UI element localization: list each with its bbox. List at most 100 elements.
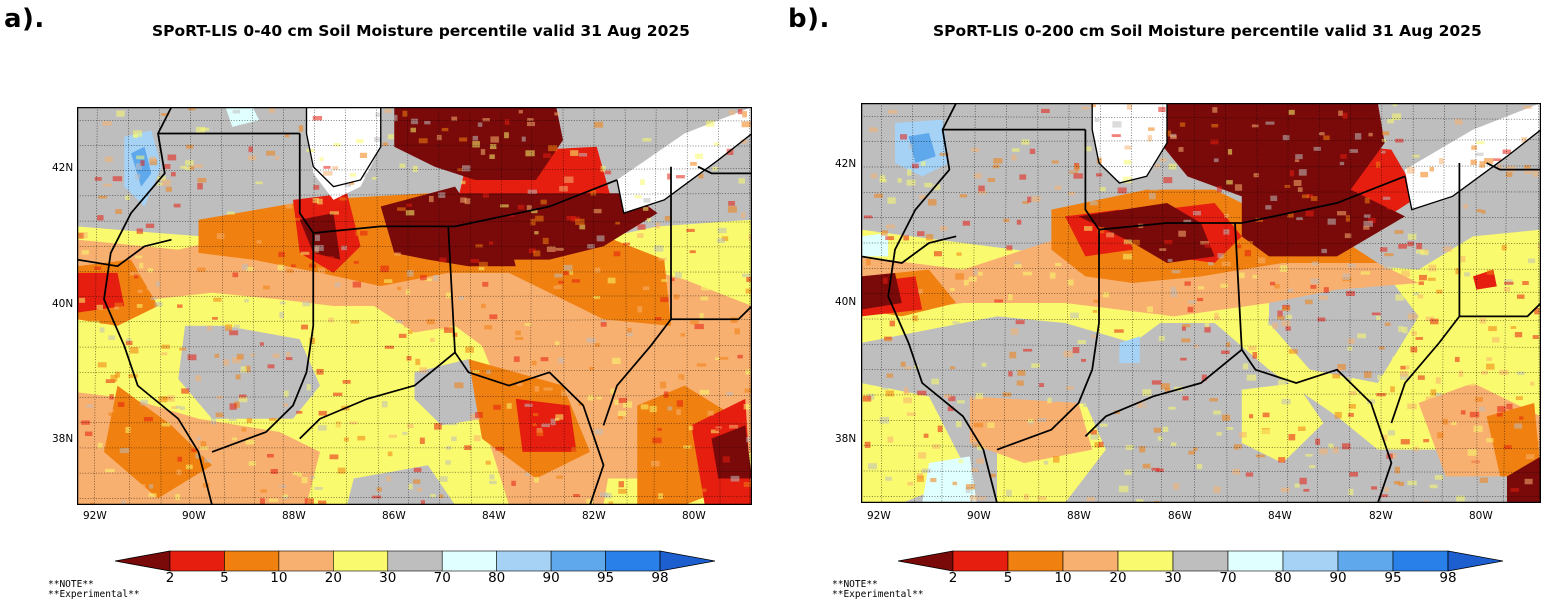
field-speckle bbox=[424, 121, 431, 125]
field-speckle bbox=[654, 245, 664, 252]
field-speckle bbox=[1516, 387, 1525, 392]
field-speckle bbox=[378, 451, 385, 456]
lon-label: 92W bbox=[83, 510, 107, 522]
field-speckle bbox=[532, 423, 537, 427]
field-speckle bbox=[1298, 169, 1307, 176]
field-speckle bbox=[667, 173, 672, 180]
field-speckle bbox=[993, 308, 1001, 315]
field-speckle bbox=[125, 338, 132, 342]
lake-michigan-outline bbox=[1091, 103, 1168, 184]
field-speckle bbox=[413, 467, 422, 473]
field-speckle bbox=[278, 496, 285, 500]
field-speckle bbox=[1345, 215, 1350, 222]
field-speckle bbox=[1204, 243, 1214, 248]
field-speckle bbox=[274, 485, 283, 489]
field-speckle bbox=[97, 362, 107, 368]
field-speckle bbox=[1061, 147, 1068, 152]
field-speckle bbox=[590, 190, 597, 196]
field-speckle bbox=[1295, 154, 1303, 160]
field-speckle bbox=[103, 183, 112, 187]
field-speckle bbox=[1067, 191, 1076, 196]
field-speckle bbox=[105, 468, 115, 473]
field-speckle bbox=[1106, 232, 1115, 238]
field-speckle bbox=[105, 379, 116, 384]
field-speckle bbox=[333, 392, 343, 396]
field-speckle bbox=[886, 373, 894, 378]
field-speckle bbox=[1456, 495, 1465, 502]
county-line bbox=[1037, 103, 1040, 503]
field-speckle bbox=[614, 399, 619, 405]
colorbar-swatch bbox=[1062, 550, 1119, 572]
field-speckle bbox=[1377, 374, 1385, 380]
field-speckle bbox=[349, 173, 357, 177]
field-speckle bbox=[1006, 489, 1012, 497]
field-speckle bbox=[930, 477, 937, 483]
field-speckle bbox=[149, 159, 158, 166]
field-speckle bbox=[1490, 197, 1500, 202]
field-speckle bbox=[717, 238, 726, 244]
field-speckle bbox=[977, 445, 985, 451]
field-speckle bbox=[1282, 135, 1290, 141]
moisture-region bbox=[1160, 103, 1385, 203]
field-speckle bbox=[987, 178, 996, 183]
field-speckle bbox=[1016, 219, 1022, 225]
field-speckle bbox=[1197, 297, 1204, 302]
field-speckle bbox=[714, 200, 724, 204]
colorbar-low-arrow bbox=[898, 550, 954, 572]
field-speckle bbox=[1252, 274, 1258, 279]
field-speckle bbox=[386, 476, 391, 482]
field-speckle bbox=[229, 330, 239, 336]
field-speckle bbox=[277, 264, 285, 271]
field-speckle bbox=[943, 394, 951, 398]
field-speckle bbox=[1416, 473, 1422, 480]
field-speckle bbox=[932, 444, 941, 449]
field-speckle bbox=[329, 211, 339, 215]
field-speckle bbox=[1170, 286, 1176, 292]
field-speckle bbox=[603, 191, 609, 195]
field-speckle bbox=[149, 156, 157, 162]
field-speckle bbox=[881, 385, 889, 390]
state-border bbox=[996, 229, 1100, 451]
field-speckle bbox=[1425, 396, 1435, 401]
field-speckle bbox=[1371, 486, 1378, 490]
field-speckle bbox=[1009, 351, 1017, 359]
field-speckle bbox=[1043, 460, 1049, 465]
field-speckle bbox=[405, 289, 410, 295]
field-speckle bbox=[1407, 241, 1414, 247]
field-speckle bbox=[579, 224, 586, 230]
field-speckle bbox=[1486, 269, 1494, 275]
field-speckle bbox=[248, 298, 258, 303]
lon-label: 84W bbox=[482, 510, 506, 522]
field-speckle bbox=[410, 118, 419, 125]
field-speckle bbox=[555, 414, 564, 420]
field-speckle bbox=[1513, 348, 1524, 352]
field-speckle bbox=[216, 395, 223, 399]
field-speckle bbox=[885, 224, 896, 229]
field-speckle bbox=[175, 494, 180, 500]
field-speckle bbox=[344, 183, 351, 187]
field-speckle bbox=[267, 364, 275, 369]
county-line bbox=[912, 103, 915, 503]
field-speckle bbox=[879, 331, 887, 337]
field-speckle bbox=[1233, 444, 1242, 450]
field-speckle bbox=[1486, 438, 1494, 443]
field-speckle bbox=[1221, 414, 1231, 421]
field-speckle bbox=[134, 273, 139, 279]
field-speckle bbox=[424, 278, 432, 282]
field-speckle bbox=[1484, 158, 1494, 164]
field-speckle bbox=[937, 425, 943, 433]
county-line bbox=[1349, 103, 1351, 503]
field-speckle bbox=[248, 146, 253, 153]
field-speckle bbox=[1507, 389, 1513, 395]
field-speckle bbox=[197, 183, 203, 190]
colorbar-tick-label: 98 bbox=[1439, 570, 1457, 586]
field-speckle bbox=[1364, 197, 1370, 204]
field-speckle bbox=[1402, 326, 1408, 334]
field-speckle bbox=[1368, 132, 1373, 137]
field-speckle bbox=[388, 434, 397, 438]
field-speckle bbox=[586, 337, 596, 343]
field-speckle bbox=[1384, 253, 1394, 257]
field-speckle bbox=[1211, 123, 1219, 128]
field-speckle bbox=[1187, 306, 1194, 313]
colorbar-swatch bbox=[1007, 550, 1064, 572]
